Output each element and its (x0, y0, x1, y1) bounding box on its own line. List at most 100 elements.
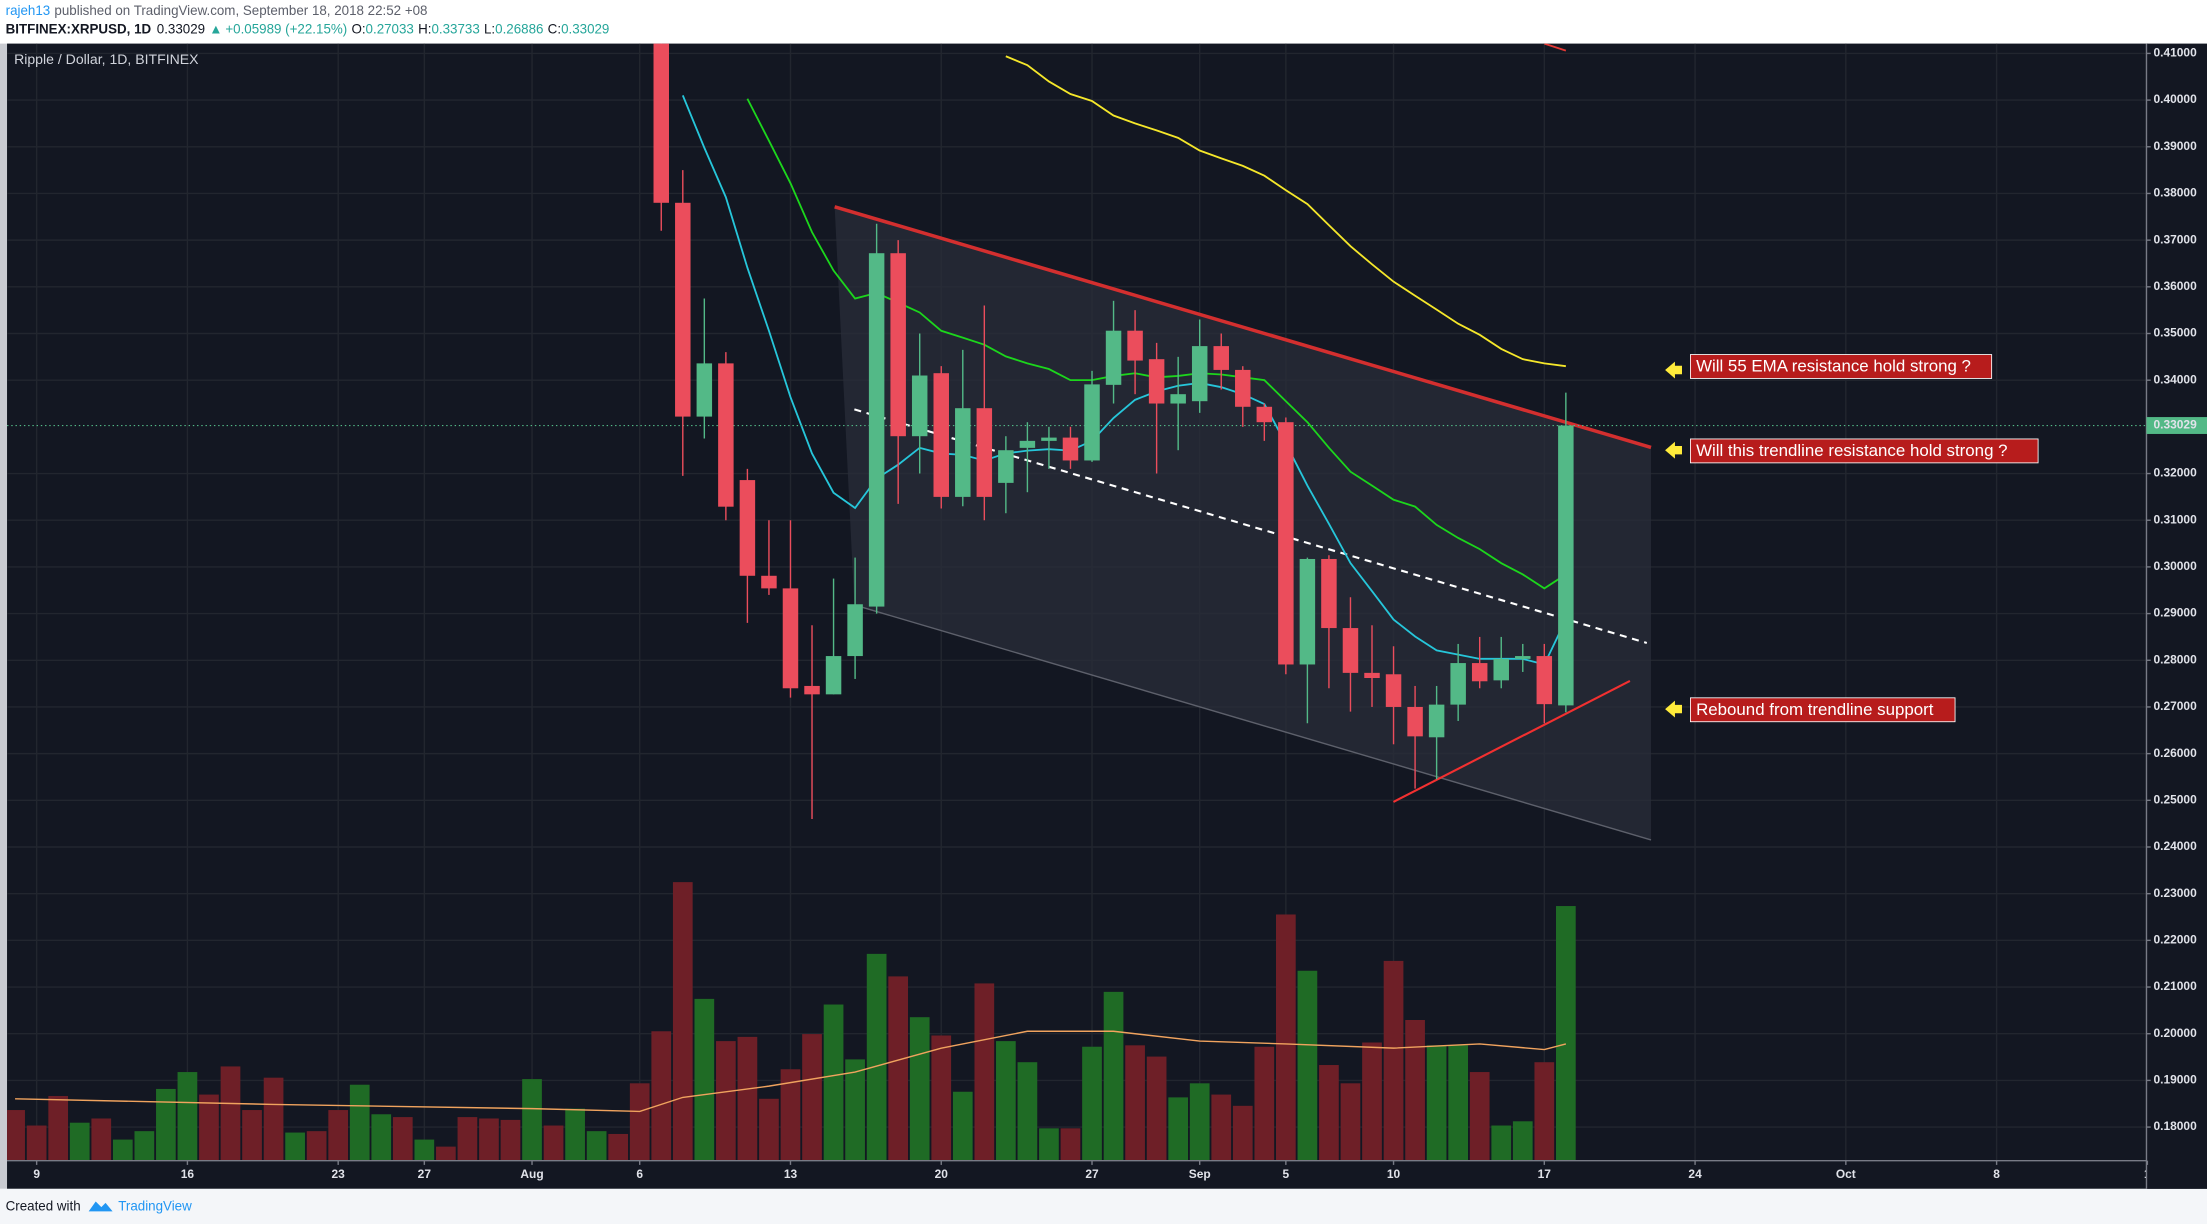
volume-bar (156, 1088, 176, 1161)
arrow-icon (1665, 441, 1682, 459)
annotation: Will 55 EMA resistance hold strong ? (1665, 354, 1993, 379)
volume-bar (629, 1083, 650, 1161)
volume-bar (177, 1072, 198, 1161)
candle-body (1321, 558, 1337, 629)
volume-bar (1512, 1121, 1533, 1161)
trendline-resistance (834, 205, 1652, 450)
candle-body (1515, 656, 1531, 659)
volume-bar (1426, 1045, 1447, 1161)
y-tick-label: 0.30000 (2154, 559, 2198, 573)
volume-bar (802, 1034, 822, 1161)
candle-body (1428, 704, 1445, 738)
last-price-label: 0.33029 (2154, 418, 2198, 432)
volume-bar (931, 1035, 952, 1161)
volume-bar (974, 983, 995, 1161)
volume-bar (457, 1117, 478, 1161)
x-tick-label: 16 (181, 1167, 195, 1181)
annotation-text: Rebound from trendline support (1696, 700, 1934, 719)
footer-bg (0, 1188, 2207, 1224)
volume-bar (285, 1132, 305, 1161)
candle-body (1041, 437, 1057, 441)
last: 0.33029 (157, 21, 205, 36)
volume-bar (1448, 1045, 1469, 1161)
volume-bar (780, 1069, 801, 1161)
x-tick-label: 17 (1538, 1167, 1552, 1181)
volume-bar (1254, 1046, 1275, 1161)
candle-body (1170, 394, 1186, 404)
o-label: O: (351, 21, 365, 36)
close: 0.33029 (561, 21, 609, 36)
y-tick-label: 0.34000 (2154, 372, 2198, 386)
candle-body (1493, 658, 1509, 681)
volume-bar (1232, 1105, 1253, 1161)
volume-bar (199, 1094, 219, 1161)
candle-body (847, 604, 863, 657)
volume-bar (1103, 991, 1124, 1161)
volume-bar (7, 1110, 25, 1161)
symbol: BITFINEX:XRPUSD, 1D (6, 21, 152, 36)
y-tick-label: 0.23000 (2154, 886, 2198, 900)
x-tick-label: 9 (33, 1167, 40, 1181)
annotation: Rebound from trendline support (1665, 697, 1956, 723)
volume-bar (1555, 906, 1576, 1161)
price-axis-bg (2146, 43, 2207, 1189)
volume-bar (845, 1059, 865, 1161)
candle-body (1471, 663, 1488, 682)
drawings (834, 205, 1652, 841)
candle-body (1256, 406, 1273, 423)
volume-bar (586, 1131, 607, 1161)
annotation: Will this trendline resistance hold stro… (1665, 438, 2039, 464)
x-tick-label: 27 (1085, 1167, 1099, 1181)
candle-body (955, 408, 971, 497)
published: published on TradingView.com, September … (54, 3, 427, 18)
volume-bar (479, 1118, 499, 1161)
h-label: H: (418, 21, 431, 36)
candle-body (1127, 330, 1143, 361)
l-label: L: (484, 21, 495, 36)
y-tick-label: 0.25000 (2154, 792, 2198, 806)
volume-bar (1125, 1045, 1145, 1161)
annotation-box (1690, 697, 1956, 723)
y-tick-label: 0.36000 (2154, 279, 2198, 293)
volume-bar (1405, 1020, 1425, 1161)
annotation-box (1690, 438, 2039, 464)
volume-bar (823, 1004, 844, 1161)
y-tick-label: 0.21000 (2154, 979, 2198, 993)
candle-body (911, 375, 928, 437)
candle-body (761, 575, 777, 589)
volume-bar (328, 1110, 349, 1161)
arrow-icon (1665, 361, 1682, 379)
volume-bar (866, 953, 887, 1161)
x-tick-label: 20 (935, 1167, 949, 1181)
volume-bar (1082, 1046, 1102, 1161)
candle-body (1342, 628, 1359, 673)
header-line-1: rajeh13 published on TradingView.com, Sep… (6, 3, 428, 18)
volume-ma (15, 1030, 1567, 1113)
volume-bar (543, 1125, 564, 1161)
annotation-box (1690, 354, 1993, 379)
ema-line (1005, 55, 1566, 368)
volume-bar (1297, 970, 1318, 1161)
axes: 0.41000 0.40000 0.39000 0.38000 0.37000 0.360… (7, 43, 2207, 1189)
volume-bar (91, 1118, 112, 1161)
candle-body (1385, 674, 1402, 707)
channel (834, 206, 1652, 840)
channel-mid (854, 408, 1648, 644)
volume-bar (1491, 1125, 1512, 1161)
x-axis-bg (7, 1160, 2207, 1189)
candle-body (1148, 359, 1165, 404)
y-tick-label: 0.40000 (2154, 92, 2198, 106)
volume-bar (1340, 1083, 1361, 1161)
candle-body (1191, 346, 1208, 402)
candle-body (1278, 422, 1294, 665)
y-tick-label: 0.20000 (2154, 1026, 2198, 1040)
y-tick-label: 0.29000 (2154, 606, 2198, 620)
x-tick-label: Sep (1189, 1167, 1211, 1181)
y-tick-label: 0.38000 (2154, 186, 2198, 200)
y-tick-label: 0.28000 (2154, 652, 2198, 666)
ema-line (1544, 43, 1567, 52)
y-tick-label: 0.37000 (2154, 232, 2198, 246)
volume-bar (1168, 1097, 1189, 1161)
candle-body (1558, 425, 1574, 706)
